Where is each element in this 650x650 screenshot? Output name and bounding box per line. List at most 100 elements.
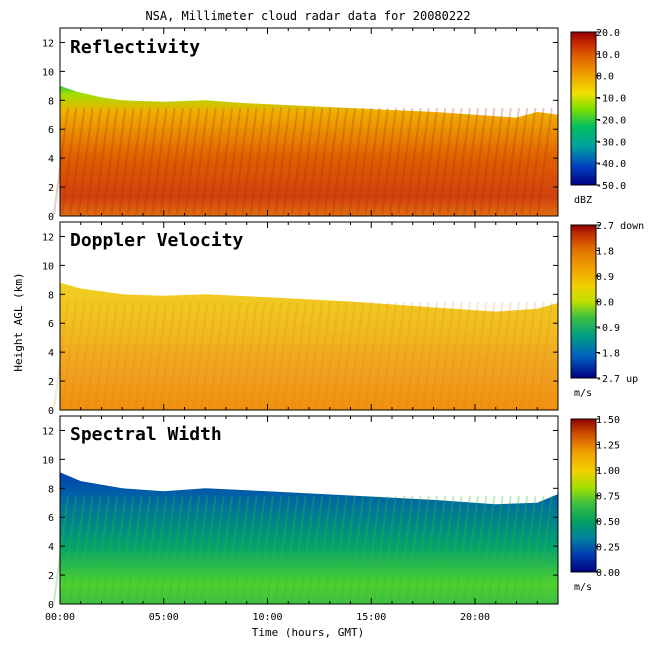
streak: [389, 107, 406, 215]
streak: [504, 107, 520, 215]
streak: [323, 107, 340, 215]
streak: [364, 301, 381, 409]
colorbar-tick-label: 0.25: [596, 543, 620, 554]
y-tick-label: 8: [48, 290, 54, 301]
streak: [405, 495, 422, 603]
colorbar-tick-label: -1.8: [596, 349, 620, 360]
streak: [110, 495, 127, 603]
reflectivity-cloud: [60, 85, 558, 216]
reflectivity-streaks: [53, 107, 553, 215]
streak: [200, 495, 217, 603]
streak: [471, 107, 488, 215]
colorbar-tick-label: -2.7 up: [596, 374, 638, 385]
streak: [454, 301, 471, 409]
colorbar-tick-label: 0.0: [596, 72, 614, 83]
streak: [487, 495, 504, 603]
streak: [290, 107, 307, 215]
streak: [528, 495, 545, 603]
colorbar-tick-label: -10.0: [596, 94, 626, 105]
y-tick-label: 8: [48, 96, 54, 107]
streak: [126, 301, 143, 409]
x-tick-label: 05:00: [149, 612, 179, 623]
streak: [151, 107, 168, 215]
streak: [315, 495, 332, 603]
streak: [463, 107, 479, 215]
streak: [340, 301, 356, 409]
streak: [266, 107, 283, 215]
streak: [102, 107, 119, 215]
streak: [94, 301, 110, 409]
streak: [536, 495, 553, 603]
streak: [315, 107, 332, 215]
streak: [53, 301, 69, 409]
streak: [208, 301, 225, 409]
colorbar-tick-label: 0.9: [596, 272, 614, 283]
streak: [438, 107, 455, 215]
streak: [446, 301, 463, 409]
colorbar-tick-label: 0.75: [596, 492, 620, 503]
streak: [536, 107, 553, 215]
streak: [331, 107, 348, 215]
streak: [167, 495, 184, 603]
streak: [143, 301, 160, 409]
streak: [208, 107, 225, 215]
streak: [372, 107, 389, 215]
streak: [438, 301, 455, 409]
streak: [356, 107, 373, 215]
velocity-streaks: [53, 301, 553, 409]
streak: [381, 107, 397, 215]
streak: [487, 107, 504, 215]
width-streaks: [53, 495, 553, 603]
streak: [102, 301, 119, 409]
x-ticks: [59, 28, 559, 216]
streak: [381, 301, 397, 409]
streak: [405, 107, 422, 215]
streak: [176, 107, 192, 215]
panel-doppler-velocity: 0 2 4 6 8 10 12 Doppler Velocity 2.7 down 1.8 0.…: [42, 221, 644, 417]
streak: [77, 301, 94, 409]
colorbar-tick-label: 0.50: [596, 517, 620, 528]
streak: [192, 301, 209, 409]
streak: [495, 301, 512, 409]
streak: [422, 495, 438, 603]
streak: [126, 107, 143, 215]
streak: [167, 301, 184, 409]
streak: [520, 495, 537, 603]
streak: [159, 495, 176, 603]
streak: [151, 301, 168, 409]
streak: [249, 107, 266, 215]
streak: [520, 107, 537, 215]
streak: [274, 495, 291, 603]
streak: [487, 301, 504, 409]
streak: [69, 107, 86, 215]
y-tick-label: 0: [48, 600, 54, 611]
y-tick-label: 2: [48, 183, 54, 194]
streak: [331, 301, 348, 409]
streak: [438, 495, 455, 603]
colorbar-unit-reflectivity: dBZ: [574, 195, 592, 206]
streak: [520, 301, 537, 409]
streak: [208, 495, 225, 603]
streak: [471, 301, 488, 409]
y-tick-label: 12: [42, 426, 54, 437]
streak: [200, 107, 217, 215]
colorbar-unit-doppler-velocity: m/s: [574, 388, 592, 399]
colorbar-tick-label: 1.50: [596, 415, 620, 426]
streak: [118, 495, 135, 603]
streak: [372, 301, 389, 409]
streak: [340, 107, 356, 215]
streak: [225, 107, 242, 215]
streak: [389, 301, 406, 409]
streak: [184, 107, 201, 215]
streak: [389, 495, 406, 603]
y-tick-label: 6: [48, 319, 54, 330]
streak: [69, 495, 86, 603]
streak: [176, 301, 192, 409]
streak: [94, 495, 110, 603]
x-tick-label: 10:00: [252, 612, 282, 623]
streak: [446, 495, 463, 603]
streak: [126, 495, 143, 603]
streak: [110, 301, 127, 409]
streak: [364, 495, 381, 603]
colorbar-tick-label: 1.8: [596, 247, 614, 258]
